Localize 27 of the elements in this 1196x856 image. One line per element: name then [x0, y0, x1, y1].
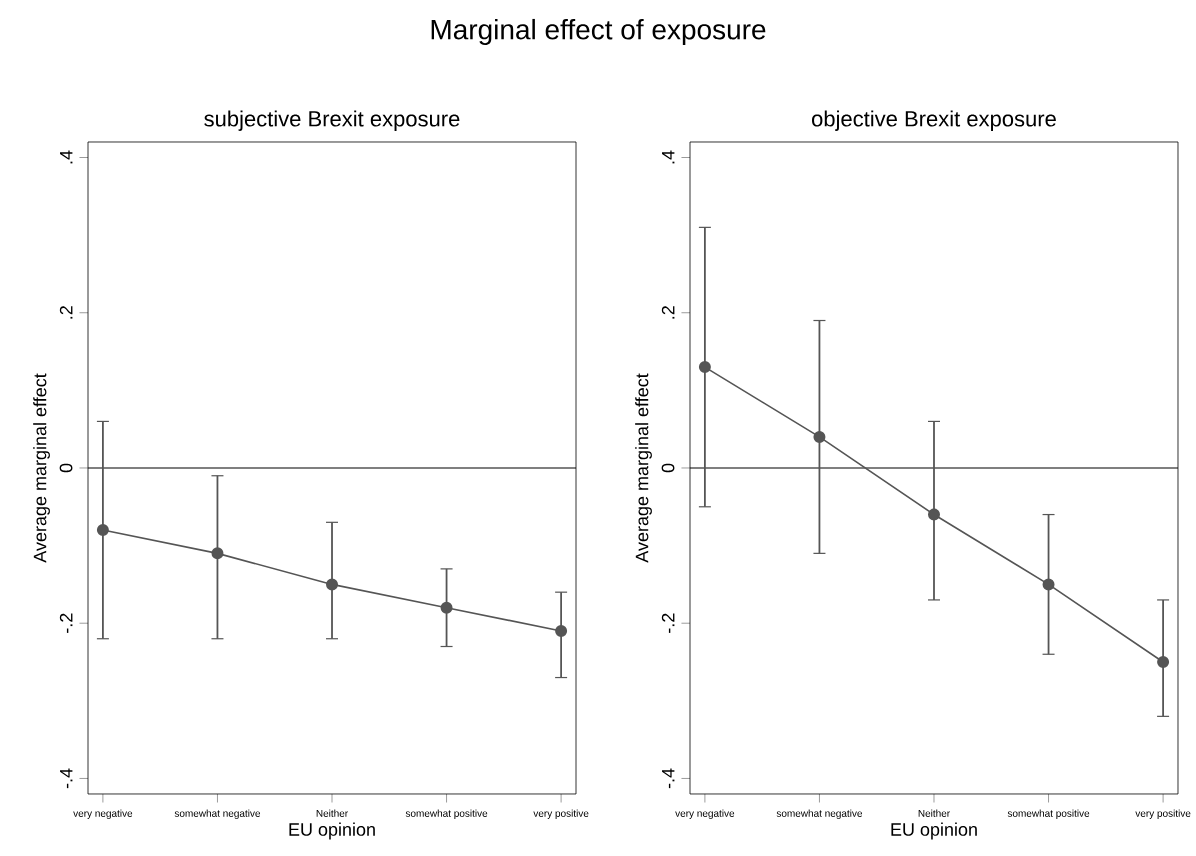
y-tick-label: 0 — [59, 463, 73, 473]
y-tick-label: -.4 — [662, 768, 675, 789]
point — [813, 430, 826, 443]
chart-title: objective Brexit exposure — [812, 110, 1056, 131]
y-tick-label: -.4 — [60, 768, 73, 789]
y-tick-label: .2 — [59, 306, 73, 319]
y-tick-label: .2 — [661, 306, 675, 319]
point — [1157, 656, 1170, 669]
y-axis-title: Average marginal effect — [635, 373, 652, 563]
y-axis-title: Average marginal effect — [33, 373, 50, 563]
chart-subtitle: subjective Brexit exposure — [204, 110, 460, 131]
point — [211, 547, 224, 560]
y-tick-label: -.2 — [59, 613, 73, 633]
y-tick-label: 0 — [661, 463, 675, 473]
point — [698, 361, 711, 374]
point — [326, 578, 339, 591]
point — [1042, 578, 1055, 591]
x-axis-title: EU opinion — [891, 822, 977, 840]
y-tick-label: -.2 — [661, 613, 675, 633]
point — [555, 624, 568, 637]
x-axis-title: EU opinion — [289, 822, 375, 840]
y-tick-label: .4 — [60, 150, 73, 164]
chart-title: Marginal effect of exposure — [431, 18, 766, 46]
point — [440, 601, 453, 614]
y-tick-label: .4 — [662, 150, 675, 164]
point — [928, 508, 940, 521]
point — [96, 524, 109, 537]
